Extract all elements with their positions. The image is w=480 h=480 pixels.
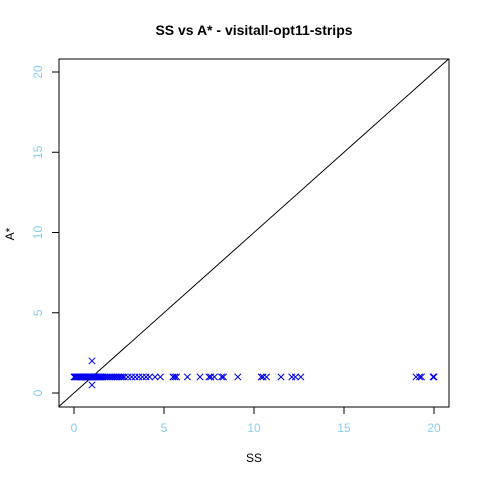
y-tick-label: 20 — [31, 65, 45, 79]
x-tick-label: 0 — [71, 421, 78, 435]
y-axis-label: A* — [3, 227, 17, 240]
data-point — [156, 373, 164, 381]
data-point — [277, 373, 285, 381]
x-tick-label: 10 — [247, 421, 261, 435]
chart-title: SS vs A* - visitall-opt11-strips — [155, 22, 352, 38]
x-axis: 0 5 10 15 20 — [71, 407, 441, 435]
data-point — [171, 373, 179, 381]
y-axis: 0 5 10 15 20 — [31, 65, 59, 396]
data-point — [88, 357, 96, 365]
data-point — [297, 373, 305, 381]
data-point — [430, 373, 438, 381]
data-point — [88, 381, 96, 389]
y-tick-label: 5 — [31, 309, 45, 316]
data-point — [257, 373, 265, 381]
data-point — [429, 373, 437, 381]
data-point — [210, 373, 218, 381]
data-point — [234, 373, 242, 381]
x-tick-label: 5 — [161, 421, 168, 435]
x-tick-label: 15 — [337, 421, 351, 435]
data-point — [119, 373, 127, 381]
data-point — [291, 373, 299, 381]
data-point — [205, 373, 213, 381]
data-point — [417, 373, 425, 381]
data-point — [196, 373, 204, 381]
data-point — [151, 373, 159, 381]
data-point — [183, 373, 191, 381]
y-tick-label: 15 — [31, 145, 45, 159]
data-point — [146, 373, 154, 381]
data-point — [263, 373, 271, 381]
data-points — [70, 357, 438, 389]
data-point — [219, 373, 227, 381]
y-tick-label: 0 — [31, 389, 45, 396]
data-point — [218, 373, 226, 381]
y-tick-label: 10 — [31, 226, 45, 240]
x-axis-label: SS — [246, 451, 262, 465]
data-point — [416, 373, 424, 381]
data-point — [173, 373, 181, 381]
diagonal-reference-line — [58, 58, 449, 407]
x-tick-label: 20 — [427, 421, 441, 435]
